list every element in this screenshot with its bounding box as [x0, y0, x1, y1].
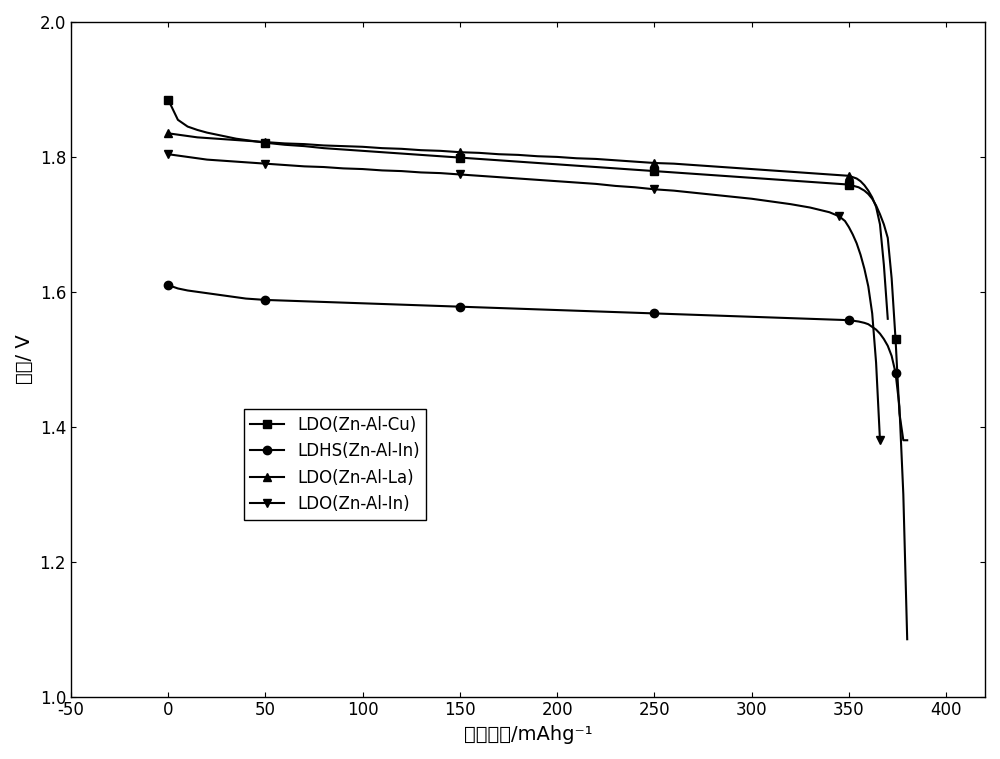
LDO(Zn-Al-La): [629, 157, 641, 166]
LDHS(Zn-Al-In): [629, 308, 641, 317]
LDO(Zn-Al-La): [211, 134, 223, 143]
LDO(Zn-Al-La): [240, 136, 252, 145]
LDO(Zn-Al-In): [707, 191, 719, 200]
LDO(Zn-Al-La): [858, 181, 870, 190]
LDO(Zn-Al-La): [878, 260, 890, 269]
Line: LDO(Zn-Al-In): LDO(Zn-Al-In): [164, 150, 884, 445]
Line: LDO(Zn-Al-La): LDO(Zn-Al-La): [164, 129, 892, 323]
LDO(Zn-Al-La): [162, 129, 174, 138]
LDO(Zn-Al-Cu): [765, 175, 777, 184]
LDO(Zn-Al-La): [746, 165, 758, 174]
LDO(Zn-Al-In): [765, 197, 777, 206]
LDO(Zn-Al-In): [874, 436, 886, 445]
LDO(Zn-Al-La): [201, 134, 213, 143]
LDHS(Zn-Al-In): [687, 310, 699, 320]
LDO(Zn-Al-La): [172, 130, 184, 139]
LDO(Zn-Al-La): [434, 146, 446, 156]
LDO(Zn-Al-Cu): [250, 137, 262, 146]
LDO(Zn-Al-La): [221, 135, 233, 144]
LDO(Zn-Al-La): [874, 220, 886, 229]
LDO(Zn-Al-Cu): [901, 436, 913, 445]
Line: LDHS(Zn-Al-In): LDHS(Zn-Al-In): [164, 281, 911, 644]
LDO(Zn-Al-La): [512, 150, 524, 159]
LDO(Zn-Al-In): [279, 160, 291, 169]
LDO(Zn-Al-La): [493, 150, 505, 159]
LDO(Zn-Al-Cu): [162, 95, 174, 104]
LDO(Zn-Al-La): [609, 156, 621, 165]
X-axis label: 放电容量/mAhg⁻¹: 放电容量/mAhg⁻¹: [464, 725, 592, 744]
Line: LDO(Zn-Al-Cu): LDO(Zn-Al-Cu): [164, 96, 911, 445]
LDO(Zn-Al-La): [851, 174, 863, 183]
LDO(Zn-Al-La): [473, 148, 485, 157]
LDO(Zn-Al-La): [396, 144, 408, 153]
LDHS(Zn-Al-In): [454, 302, 466, 311]
LDO(Zn-Al-La): [250, 137, 262, 146]
LDO(Zn-Al-La): [707, 162, 719, 171]
LDO(Zn-Al-La): [870, 203, 882, 212]
Y-axis label: 电压/ V: 电压/ V: [15, 335, 34, 384]
LDO(Zn-Al-Cu): [629, 165, 641, 175]
LDO(Zn-Al-La): [279, 139, 291, 148]
LDO(Zn-Al-La): [551, 153, 563, 162]
LDO(Zn-Al-Cu): [687, 169, 699, 178]
LDO(Zn-Al-La): [230, 136, 242, 145]
LDO(Zn-Al-La): [785, 167, 797, 176]
LDO(Zn-Al-In): [376, 166, 388, 175]
LDO(Zn-Al-La): [648, 159, 660, 168]
LDHS(Zn-Al-In): [162, 281, 174, 290]
LDO(Zn-Al-La): [454, 148, 466, 157]
LDO(Zn-Al-La): [765, 166, 777, 175]
LDHS(Zn-Al-In): [668, 310, 680, 319]
LDHS(Zn-Al-In): [901, 635, 913, 644]
LDO(Zn-Al-Cu): [668, 168, 680, 177]
LDO(Zn-Al-La): [866, 193, 878, 202]
LDO(Zn-Al-In): [162, 150, 174, 159]
LDO(Zn-Al-In): [870, 358, 882, 367]
LDO(Zn-Al-La): [415, 146, 427, 155]
LDO(Zn-Al-La): [855, 177, 867, 186]
LDO(Zn-Al-La): [843, 172, 855, 181]
LDO(Zn-Al-La): [668, 159, 680, 168]
LDO(Zn-Al-La): [571, 154, 583, 163]
LDO(Zn-Al-Cu): [454, 153, 466, 162]
LDO(Zn-Al-La): [376, 143, 388, 153]
LDO(Zn-Al-La): [882, 314, 894, 323]
LDO(Zn-Al-Cu): [897, 436, 909, 445]
LDO(Zn-Al-La): [687, 160, 699, 169]
LDO(Zn-Al-La): [182, 131, 194, 140]
LDHS(Zn-Al-In): [765, 313, 777, 322]
LDO(Zn-Al-La): [726, 163, 738, 172]
LDO(Zn-Al-La): [191, 133, 203, 142]
LDO(Zn-Al-In): [357, 165, 369, 174]
LDHS(Zn-Al-In): [250, 294, 262, 304]
LDO(Zn-Al-La): [337, 142, 349, 151]
LDO(Zn-Al-La): [823, 170, 835, 179]
LDO(Zn-Al-La): [318, 141, 330, 150]
Legend: LDO(Zn-Al-Cu), LDHS(Zn-Al-In), LDO(Zn-Al-La), LDO(Zn-Al-In): LDO(Zn-Al-Cu), LDHS(Zn-Al-In), LDO(Zn-Al…: [244, 409, 426, 520]
LDO(Zn-Al-La): [357, 142, 369, 151]
LDO(Zn-Al-La): [259, 137, 271, 146]
LDO(Zn-Al-La): [804, 168, 816, 178]
LDO(Zn-Al-La): [862, 186, 874, 195]
LDO(Zn-Al-La): [590, 154, 602, 163]
LDO(Zn-Al-La): [532, 152, 544, 161]
LDO(Zn-Al-La): [298, 140, 310, 149]
